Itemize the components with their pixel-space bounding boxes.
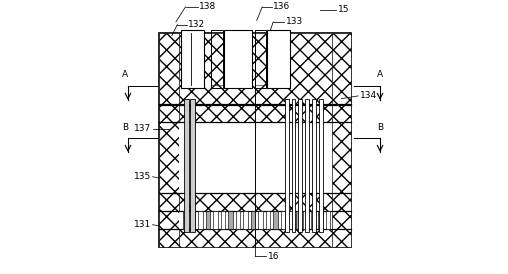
Bar [284,99,289,232]
Bar [312,99,316,232]
Bar [250,211,255,229]
Text: 133: 133 [285,18,303,26]
Bar [267,30,290,88]
Bar [160,33,179,247]
Bar [296,211,300,229]
Bar [255,30,266,88]
Bar [326,211,330,229]
Bar [179,211,332,229]
Text: 137: 137 [134,124,151,133]
Bar [310,211,315,229]
Bar [211,33,223,85]
Text: 16: 16 [268,252,279,261]
Bar [221,211,225,229]
Bar [319,99,323,232]
Bar [292,99,295,232]
Text: 135: 135 [134,172,151,181]
Bar [179,193,332,211]
Bar [298,99,302,232]
Bar [179,105,332,122]
Bar [184,99,188,232]
Bar [183,211,188,229]
Text: 138: 138 [199,2,216,11]
Bar [211,30,223,88]
Bar [255,33,266,85]
Bar [191,211,195,229]
Bar [206,211,210,229]
Bar [273,211,278,229]
Text: 132: 132 [188,20,205,29]
Bar [179,33,332,104]
Bar [318,211,323,229]
Text: B: B [377,122,383,132]
Bar [213,211,218,229]
Bar [225,30,252,88]
Bar [179,229,332,247]
Text: 136: 136 [273,2,291,11]
Bar [198,211,203,229]
Text: A: A [377,70,383,79]
Text: 134: 134 [360,92,376,100]
Text: B: B [122,122,129,132]
Bar [179,122,332,193]
Text: A: A [122,70,129,79]
Bar [305,99,309,232]
Bar [180,30,204,88]
Text: 15: 15 [338,5,349,14]
Bar [332,33,351,247]
Bar [236,211,240,229]
Bar [288,211,293,229]
Bar [243,211,248,229]
Bar [280,211,285,229]
Bar [258,211,263,229]
Bar [228,211,233,229]
Bar [303,211,307,229]
Bar [266,211,270,229]
Text: 131: 131 [134,220,151,229]
Bar [160,33,351,247]
Bar [190,99,195,232]
